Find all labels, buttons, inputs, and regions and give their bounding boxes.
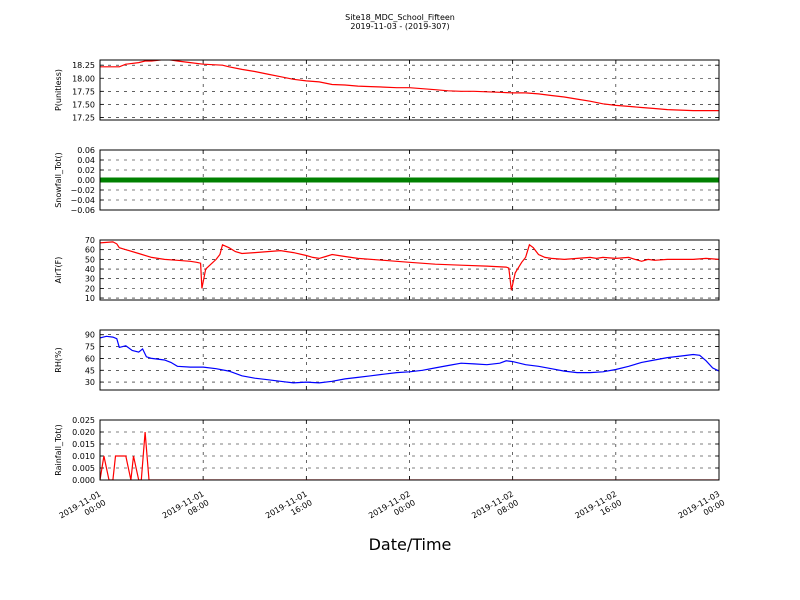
y-tick-label: 0.020 [72,428,95,437]
y-tick-label: −0.06 [70,206,95,215]
y-axis-label: RH(%) [54,347,63,372]
y-tick-label: 30 [85,378,95,387]
y-tick-label: 60 [85,246,95,255]
y-axis-label: P(unitless) [54,69,63,111]
y-tick-label: 0.010 [72,452,95,461]
panel-frame [99,419,720,481]
y-tick-label: 60 [85,354,95,363]
series-line [100,60,719,112]
y-tick-label: −0.02 [70,186,95,195]
series-line [100,335,719,384]
y-tick-label: 0.06 [77,146,95,155]
y-tick-label: 0.025 [72,416,95,425]
y-tick-label: 50 [85,255,95,264]
panel-1: 18.25 18.00 17.75 17.50 17.25 P(unitless) [54,59,720,122]
chart-subtitle: 2019-11-03 - (2019-307) [350,22,449,31]
y-tick-label: 17.75 [72,87,95,96]
y-axis-label: Snowfall_Tot() [54,152,63,208]
y-tick-label: −0.04 [70,196,95,205]
panel-4: 90 75 60 45 30 RH(%) [54,329,720,391]
y-tick-label: 40 [85,265,95,274]
y-tick-label: 17.25 [72,113,95,122]
panel-5: 0.025 0.020 0.015 0.010 0.005 0.000 Rainfall_T… [54,416,720,485]
y-tick-label: 75 [85,343,95,352]
y-tick-label: 20 [85,284,95,293]
y-axis-label: AirT(F) [54,257,63,284]
y-tick-label: 0.015 [72,440,95,449]
y-tick-label: 0.005 [72,464,95,473]
chart-title: Site18_MDC_School_Fifteen [345,13,455,22]
y-tick-label: 0.02 [77,166,95,175]
panel-frame [99,149,720,211]
y-tick-label: 0.000 [72,476,95,485]
y-tick-label: 70 [85,236,95,245]
y-tick-label: 0.00 [77,176,95,185]
panel-2: 0.060.040.020.00−0.02−0.04−0.06 Snowfall_… [54,146,720,215]
panel-frame [99,59,720,121]
panel-frame [99,239,720,301]
panel-frame [99,329,720,391]
y-tick-label: 18.25 [72,61,95,70]
series-line [100,241,719,291]
y-tick-label: 17.50 [72,100,95,109]
x-axis-label: Date/Time [369,535,452,554]
y-tick-label: 18.00 [72,74,95,83]
y-tick-label: 90 [85,331,95,340]
y-tick-label: 30 [85,275,95,284]
series-line [100,431,719,480]
y-tick-label: 45 [85,366,95,375]
y-axis-label: Rainfall_Tot() [54,424,63,476]
y-tick-label: 0.04 [77,156,95,165]
y-tick-label: 10 [85,294,95,303]
